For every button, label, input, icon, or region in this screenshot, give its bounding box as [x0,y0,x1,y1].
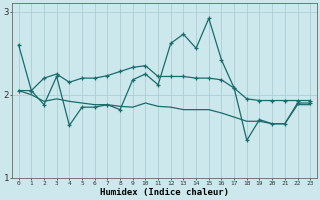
X-axis label: Humidex (Indice chaleur): Humidex (Indice chaleur) [100,188,229,197]
